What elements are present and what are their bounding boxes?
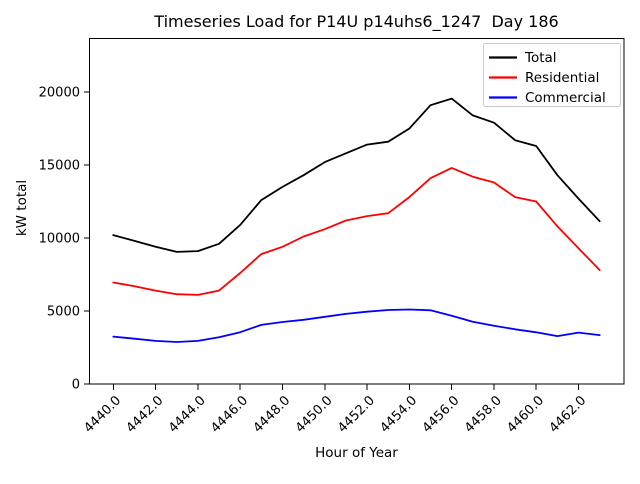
- legend-box: [483, 43, 621, 107]
- legend-label-total: Total: [524, 50, 557, 66]
- x-tick-label: 4456.0: [420, 393, 463, 436]
- legend-label-residential: Residential: [525, 70, 599, 86]
- x-tick-label: 4452.0: [335, 393, 378, 436]
- chart-title: Timeseries Load for P14U p14uhs6_1247 Da…: [153, 12, 558, 32]
- legend-entry-residential: Residential: [489, 70, 599, 86]
- x-tick-label: 4446.0: [208, 393, 251, 436]
- y-axis-label: kW total: [14, 180, 30, 236]
- x-tick-label: 4462.0: [547, 393, 590, 436]
- x-axis-label: Hour of Year: [315, 445, 398, 461]
- legend-entry-commercial: Commercial: [489, 90, 606, 106]
- y-tick-label: 5000: [47, 305, 80, 320]
- y-axis: 0 5000 10000 15000 20000: [39, 86, 90, 393]
- plot-lines: [112, 97, 601, 343]
- x-tick-label: 4450.0: [293, 393, 336, 436]
- total-line: [112, 97, 601, 253]
- x-axis: 4440.0 4442.0 4444.0 4446.0 4448.0 4450.0 4452…: [81, 384, 590, 436]
- y-tick-label: 10000: [39, 232, 80, 247]
- y-tick-label: 20000: [39, 86, 80, 101]
- x-tick-label: 4442.0: [124, 393, 167, 436]
- x-tick-label: 4444.0: [166, 393, 209, 436]
- x-tick-label: 4458.0: [462, 393, 505, 436]
- x-tick-label: 4440.0: [81, 393, 124, 436]
- legend-entry-total: Total: [489, 50, 557, 66]
- legend: Total Residential Commercial: [483, 43, 621, 107]
- plot-area: [89, 38, 625, 385]
- x-tick-label: 4454.0: [377, 393, 420, 436]
- y-tick-label: 15000: [39, 159, 80, 174]
- residential-line: [112, 166, 601, 296]
- x-tick-label: 4460.0: [504, 393, 547, 436]
- y-tick-label: 0: [72, 378, 80, 393]
- commercial-line: [112, 308, 601, 343]
- x-tick-label: 4448.0: [251, 393, 294, 436]
- legend-label-commercial: Commercial: [525, 90, 606, 106]
